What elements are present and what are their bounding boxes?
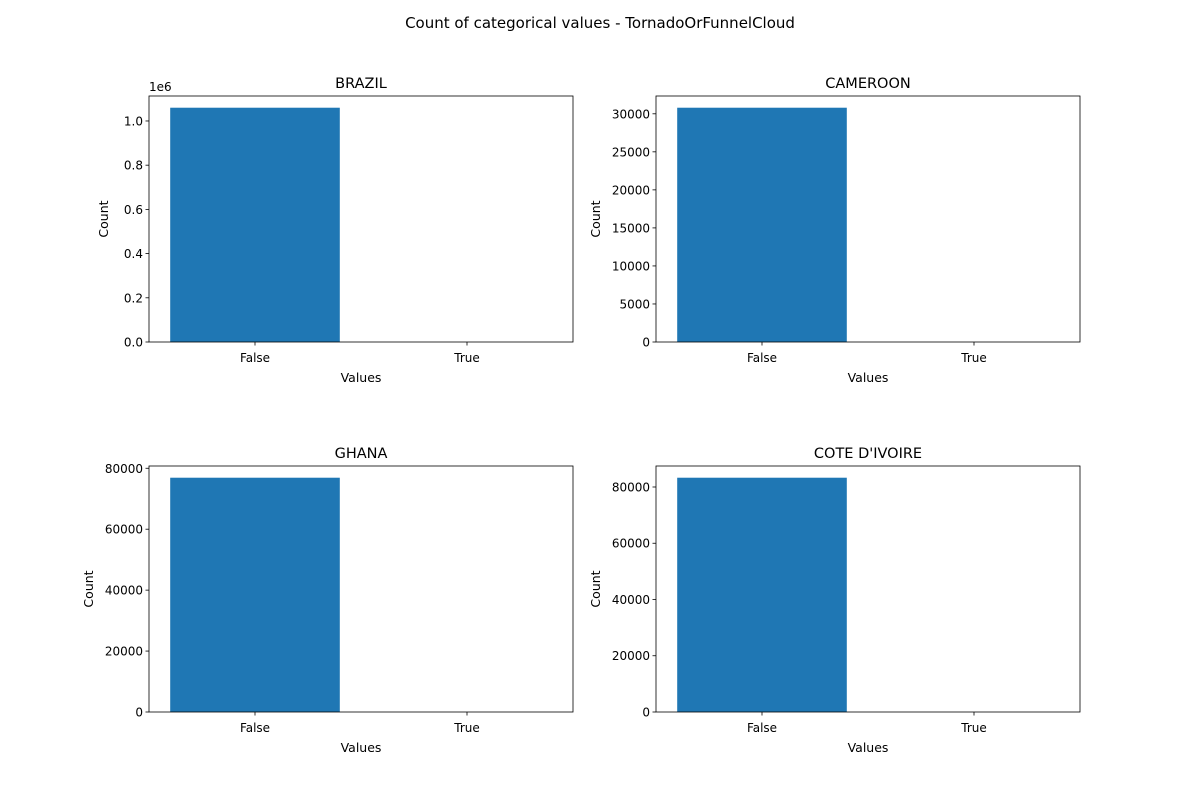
subplot-title: CAMEROON bbox=[825, 76, 910, 92]
subplot-title: GHANA bbox=[335, 446, 388, 462]
bar-false bbox=[677, 107, 847, 342]
y-axis-label: Count bbox=[588, 570, 603, 607]
x-tick-label: True bbox=[453, 721, 480, 735]
figure-title: Count of categorical values - TornadoOrF… bbox=[405, 14, 795, 32]
y-tick-label: 80000 bbox=[105, 462, 143, 476]
y-axis-label: Count bbox=[588, 200, 603, 237]
y-tick-label: 20000 bbox=[105, 645, 143, 659]
subplot-title: BRAZIL bbox=[335, 76, 387, 92]
y-tick-label: 25000 bbox=[612, 145, 650, 159]
y-tick-label: 10000 bbox=[612, 259, 650, 273]
y-tick-label: 60000 bbox=[612, 537, 650, 551]
y-tick-label: 0.6 bbox=[124, 203, 143, 217]
x-axis-label: Values bbox=[848, 740, 889, 755]
y-axis-label: Count bbox=[81, 570, 96, 607]
y-tick-label: 0 bbox=[642, 336, 650, 350]
y-tick-label: 0.2 bbox=[124, 291, 143, 305]
y-tick-label: 40000 bbox=[612, 593, 650, 607]
subplot-1: CAMEROON 0 5000 10000 15000 20000 25000 30000 Fa… bbox=[588, 76, 1081, 385]
y-tick-label: 40000 bbox=[105, 584, 143, 598]
subplot-title: COTE D'IVOIRE bbox=[814, 446, 922, 462]
x-tick-label: False bbox=[240, 351, 270, 365]
axes-frame bbox=[655, 95, 1081, 343]
axes-frame bbox=[148, 465, 574, 713]
x-axis-label: Values bbox=[848, 370, 889, 385]
x-axis-label: Values bbox=[341, 370, 382, 385]
y-tick-label: 80000 bbox=[612, 480, 650, 494]
y-tick-label: 15000 bbox=[612, 221, 650, 235]
subplot-0: BRAZIL 0.0 0.2 0.4 0.6 0.8 1.0 1e6 False True Valu… bbox=[96, 76, 574, 385]
axes-frame bbox=[148, 95, 574, 343]
subplot-grid: BRAZIL 0.0 0.2 0.4 0.6 0.8 1.0 1e6 False True Valu… bbox=[81, 76, 1081, 755]
y-tick-label: 0.4 bbox=[124, 247, 143, 261]
y-tick-label: 0 bbox=[135, 706, 143, 720]
y-tick-label: 30000 bbox=[612, 107, 650, 121]
x-tick-label: True bbox=[960, 721, 987, 735]
x-tick-label: False bbox=[747, 351, 777, 365]
x-tick-label: True bbox=[453, 351, 480, 365]
axes-frame bbox=[655, 465, 1081, 713]
y-tick-label: 0.8 bbox=[124, 159, 143, 173]
y-tick-label: 20000 bbox=[612, 649, 650, 663]
bar-false bbox=[677, 477, 847, 712]
y-offset-label: 1e6 bbox=[149, 80, 172, 94]
subplot-3: COTE D'IVOIRE 0 20000 40000 60000 80000 False T… bbox=[588, 446, 1081, 755]
subplot-2: GHANA 0 20000 40000 60000 80000 False True Value… bbox=[81, 446, 574, 755]
x-tick-label: False bbox=[240, 721, 270, 735]
y-tick-label: 0 bbox=[642, 706, 650, 720]
y-tick-label: 0.0 bbox=[124, 336, 143, 350]
y-tick-label: 1.0 bbox=[124, 114, 143, 128]
bar-false bbox=[170, 107, 340, 342]
y-tick-label: 60000 bbox=[105, 523, 143, 537]
x-tick-label: False bbox=[747, 721, 777, 735]
bar-false bbox=[170, 477, 340, 712]
y-tick-label: 5000 bbox=[619, 297, 650, 311]
x-tick-label: True bbox=[960, 351, 987, 365]
y-axis-label: Count bbox=[96, 200, 111, 237]
x-axis-label: Values bbox=[341, 740, 382, 755]
y-tick-label: 20000 bbox=[612, 183, 650, 197]
